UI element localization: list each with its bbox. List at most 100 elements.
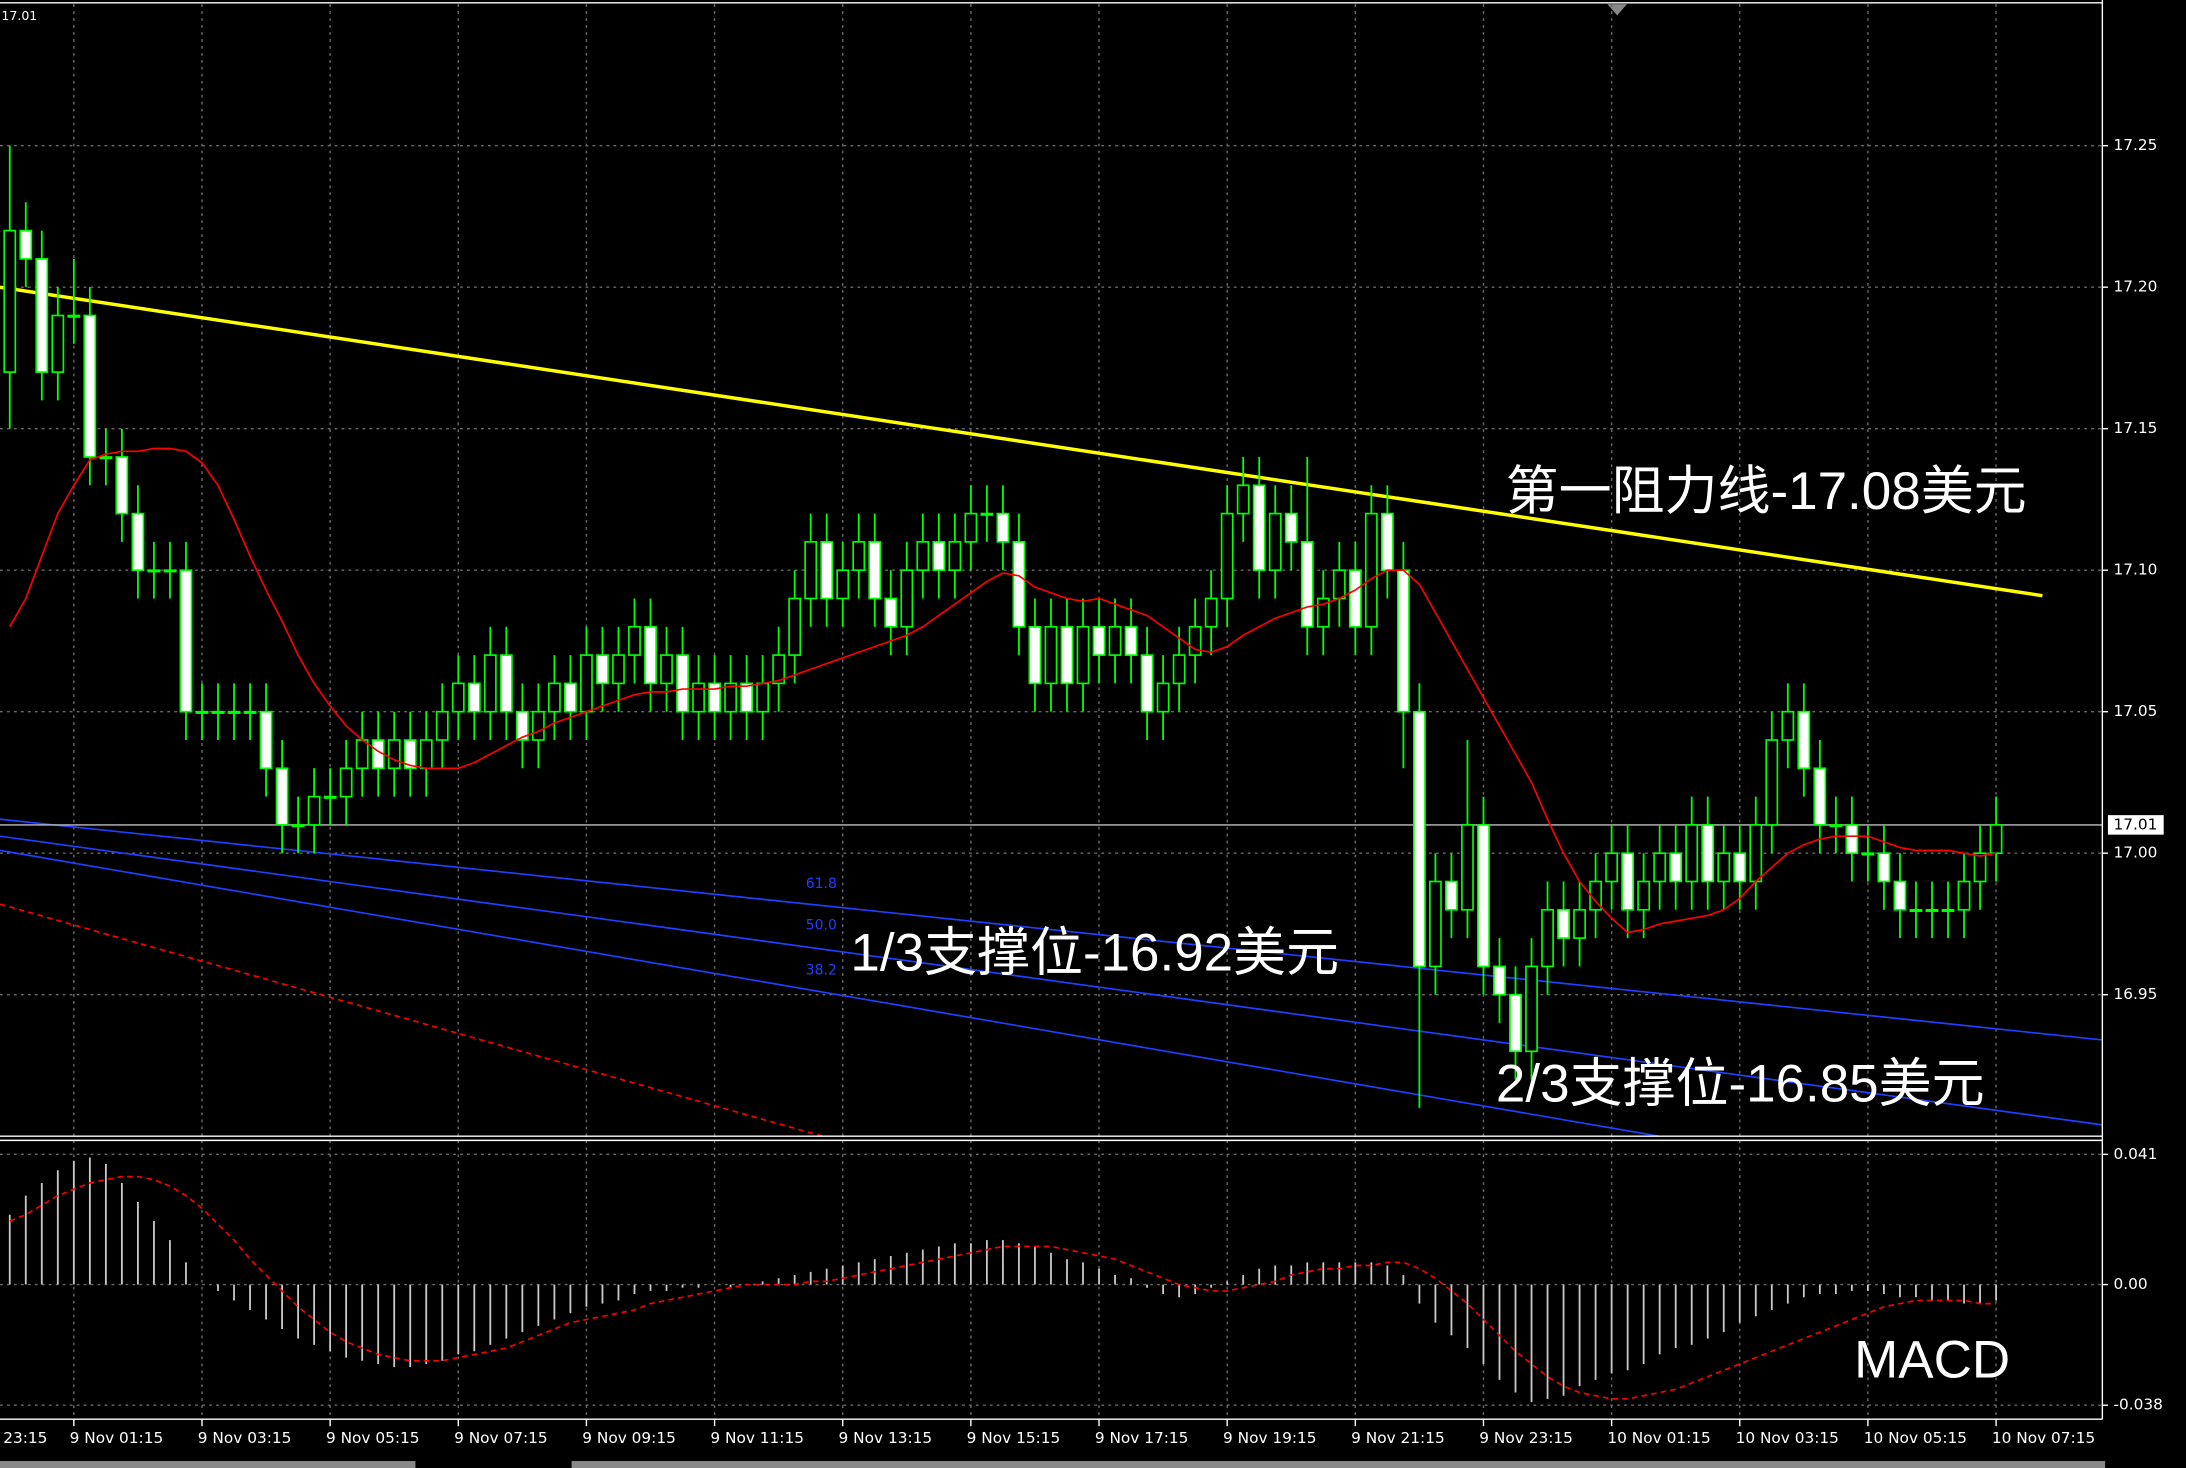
candle-body: [1621, 852, 1635, 911]
candle-body: [932, 541, 946, 572]
candle-body: [708, 682, 721, 713]
candle-body: [515, 710, 529, 741]
y-tick-label: 17.25: [2114, 136, 2158, 154]
candle-body: [1701, 824, 1715, 883]
candle-body: [1829, 824, 1843, 828]
annotation: 第一阻力线-17.08美元: [1506, 462, 2027, 521]
candle-body: [147, 569, 161, 573]
candle-body: [307, 795, 321, 826]
candle-body: [884, 597, 898, 628]
candle-body: [820, 541, 834, 600]
candle-body: [740, 682, 754, 713]
candle-body: [1557, 908, 1570, 939]
candle-body: [1092, 625, 1106, 656]
candle-body: [1781, 710, 1795, 741]
candle-body: [1989, 824, 2003, 855]
y-tick-label: 17.20: [2114, 278, 2158, 296]
candle-body: [563, 682, 577, 713]
candle-body: [1172, 654, 1186, 685]
candle-body: [1909, 908, 1923, 913]
x-tick-label: 10 Nov 01:15: [1607, 1429, 1710, 1447]
candle-body: [1861, 852, 1875, 856]
candle-body: [1685, 824, 1699, 883]
candle-body: [1813, 767, 1827, 826]
candle-body: [1236, 484, 1250, 515]
candle-body: [1252, 484, 1266, 572]
x-tick-label: 10 Nov 03:15: [1736, 1429, 1839, 1447]
candle-body: [1541, 908, 1554, 968]
candle-body: [1396, 569, 1410, 713]
candle-body: [243, 710, 257, 714]
y-tick-label: 17.00: [2114, 844, 2158, 862]
candle-body: [499, 654, 513, 713]
candle-body: [131, 512, 145, 572]
candle-body: [163, 569, 177, 573]
y-tick-label: 17.15: [2114, 419, 2158, 437]
candle-body: [772, 654, 786, 685]
x-tick-label: 23:15: [3, 1429, 47, 1447]
candle-body: [1220, 512, 1234, 600]
candle-body: [628, 625, 641, 656]
annotation: 1/3支撑位-16.92美元: [850, 923, 1339, 982]
candle-body: [19, 229, 33, 260]
x-tick-label: 9 Nov 21:15: [1351, 1429, 1445, 1447]
candle-body: [660, 654, 673, 685]
x-tick-label: 10 Nov 05:15: [1864, 1429, 1967, 1447]
trend-line: [0, 818, 2103, 1041]
x-tick-label: 9 Nov 15:15: [967, 1429, 1061, 1447]
candle-body: [788, 597, 802, 656]
candle-body: [1156, 682, 1170, 713]
candle-body: [1044, 625, 1058, 685]
y-tick-label: 17.10: [2114, 561, 2158, 579]
candle-body: [1653, 852, 1667, 883]
x-tick-label: 9 Nov 01:15: [70, 1429, 164, 1447]
candle-body: [211, 710, 225, 714]
price-tag: [2107, 815, 2164, 835]
top-price-label: 17.01: [1, 8, 37, 23]
candle-body: [83, 314, 97, 458]
scrollbar: [571, 1461, 2106, 1468]
candle-body: [1573, 908, 1586, 939]
candle-body: [1076, 625, 1090, 685]
candle-body: [1973, 852, 1987, 883]
candle-body: [1765, 739, 1779, 826]
candle-body: [1316, 597, 1330, 628]
candle-body: [1717, 852, 1731, 883]
y-tick-label: 0.00: [2114, 1275, 2148, 1293]
candle-body: [99, 456, 113, 460]
candle-body: [51, 314, 65, 373]
candle-body: [1108, 625, 1122, 656]
candle-body: [1300, 541, 1314, 628]
candle-body: [868, 541, 882, 600]
candle-body: [339, 767, 353, 798]
candle-body: [836, 569, 850, 600]
scrollbar: [0, 1461, 416, 1468]
candle-body: [1877, 852, 1891, 883]
candle-body: [1204, 597, 1218, 628]
x-tick-label: 9 Nov 09:15: [582, 1429, 676, 1447]
candle-body: [483, 654, 497, 713]
candle-body: [323, 795, 337, 799]
candle-body: [1941, 908, 1955, 913]
fib-label: 38.2: [806, 962, 837, 978]
candle-body: [115, 456, 129, 515]
candle-body: [1380, 512, 1394, 572]
candle-body: [1348, 569, 1362, 628]
candle-body: [1509, 993, 1522, 1053]
candle-body: [612, 654, 625, 685]
moving-average: [9, 447, 1997, 934]
x-tick-label: 9 Nov 23:15: [1479, 1429, 1573, 1447]
candle-body: [852, 541, 866, 572]
candle-body: [67, 314, 81, 318]
candle-body: [1140, 654, 1154, 713]
candle-body: [1525, 965, 1538, 1053]
candle-body: [179, 569, 193, 713]
candle-body: [1268, 512, 1282, 572]
candle-body: [1124, 625, 1138, 656]
fib-label: 50.0: [806, 918, 837, 934]
candle-body: [547, 682, 561, 713]
candle-body: [964, 512, 978, 543]
candle-body: [1461, 824, 1474, 911]
